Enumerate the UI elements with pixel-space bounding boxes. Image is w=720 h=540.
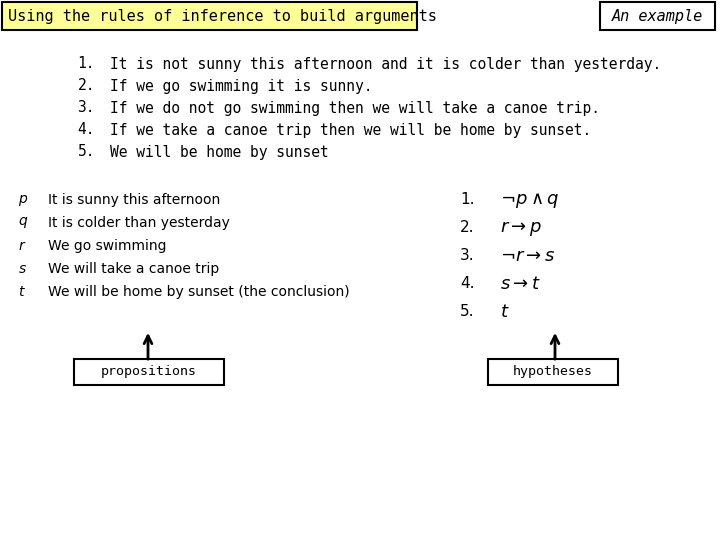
Text: We will be home by sunset: We will be home by sunset <box>110 145 329 159</box>
Text: 3.: 3. <box>460 248 474 264</box>
Text: We go swimming: We go swimming <box>48 239 166 253</box>
Text: $\neg r \rightarrow s$: $\neg r \rightarrow s$ <box>500 247 556 265</box>
Text: If we go swimming it is sunny.: If we go swimming it is sunny. <box>110 78 372 93</box>
Text: Using the rules of inference to build arguments: Using the rules of inference to build ar… <box>8 9 437 24</box>
Text: $r$: $r$ <box>18 239 27 253</box>
Text: It is sunny this afternoon: It is sunny this afternoon <box>48 193 220 207</box>
Text: hypotheses: hypotheses <box>513 366 593 379</box>
Bar <box>488 359 618 385</box>
Text: 4.: 4. <box>78 123 95 138</box>
Text: It is not sunny this afternoon and it is colder than yesterday.: It is not sunny this afternoon and it is… <box>110 57 661 71</box>
Bar <box>74 359 224 385</box>
Text: $s$: $s$ <box>18 262 27 276</box>
Text: 2.: 2. <box>460 220 474 235</box>
Text: 1.: 1. <box>460 192 474 207</box>
Bar <box>600 2 715 30</box>
Text: 5.: 5. <box>460 305 474 320</box>
Text: $t$: $t$ <box>18 285 26 299</box>
Text: 2.: 2. <box>78 78 95 93</box>
Bar <box>2 2 417 30</box>
Text: If we do not go swimming then we will take a canoe trip.: If we do not go swimming then we will ta… <box>110 100 600 116</box>
Text: We will take a canoe trip: We will take a canoe trip <box>48 262 220 276</box>
Text: 4.: 4. <box>460 276 474 292</box>
Text: $s \rightarrow t$: $s \rightarrow t$ <box>500 275 541 293</box>
Text: $q$: $q$ <box>18 215 28 231</box>
Text: $\neg p \wedge q$: $\neg p \wedge q$ <box>500 191 559 210</box>
Text: If we take a canoe trip then we will be home by sunset.: If we take a canoe trip then we will be … <box>110 123 591 138</box>
Text: 5.: 5. <box>78 145 95 159</box>
Text: propositions: propositions <box>101 366 197 379</box>
Text: $p$: $p$ <box>18 192 28 207</box>
Text: 1.: 1. <box>78 57 95 71</box>
Text: 3.: 3. <box>78 100 95 116</box>
Text: An example: An example <box>612 9 703 24</box>
Text: It is colder than yesterday: It is colder than yesterday <box>48 216 230 230</box>
Text: We will be home by sunset (the conclusion): We will be home by sunset (the conclusio… <box>48 285 350 299</box>
Text: $r \rightarrow p$: $r \rightarrow p$ <box>500 219 542 238</box>
Text: $t$: $t$ <box>500 303 510 321</box>
